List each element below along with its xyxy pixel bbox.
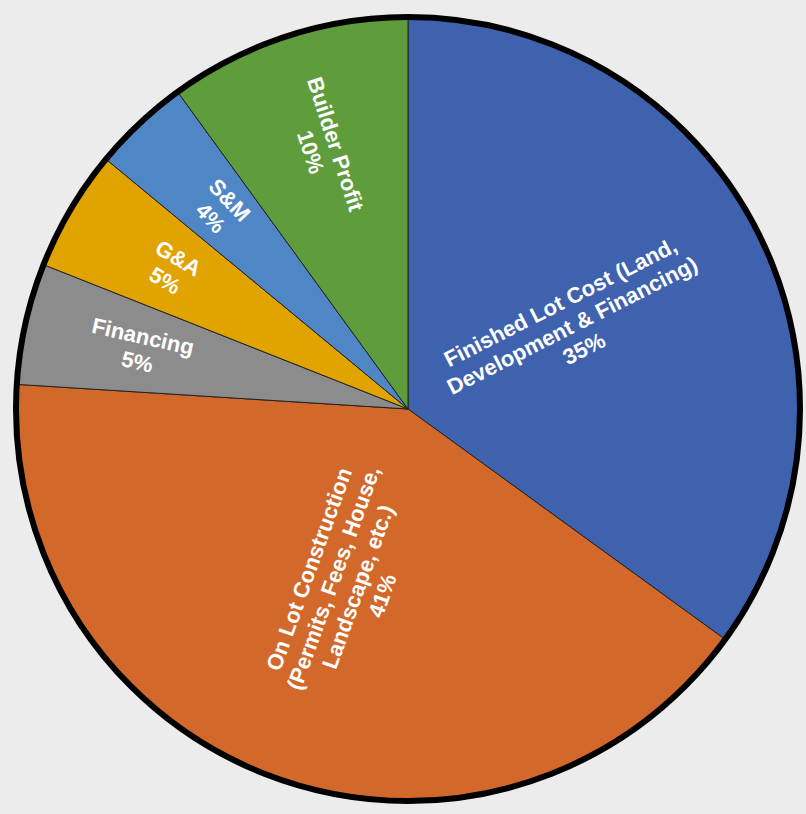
svg-text:Financing5%: Financing5%: [84, 313, 197, 385]
svg-text:S&M4%: S&M4%: [185, 174, 256, 245]
svg-text:G&A5%: G&A5%: [138, 235, 206, 304]
svg-text:Builder Profit10%: Builder Profit10%: [277, 74, 369, 223]
svg-text:On Lot Construction(Permits, F: On Lot Construction(Permits, Fees, House…: [257, 454, 434, 711]
svg-text:Finished Lot Cost (Land,Develo: Finished Lot Cost (Land,Development & Fi…: [431, 228, 713, 423]
